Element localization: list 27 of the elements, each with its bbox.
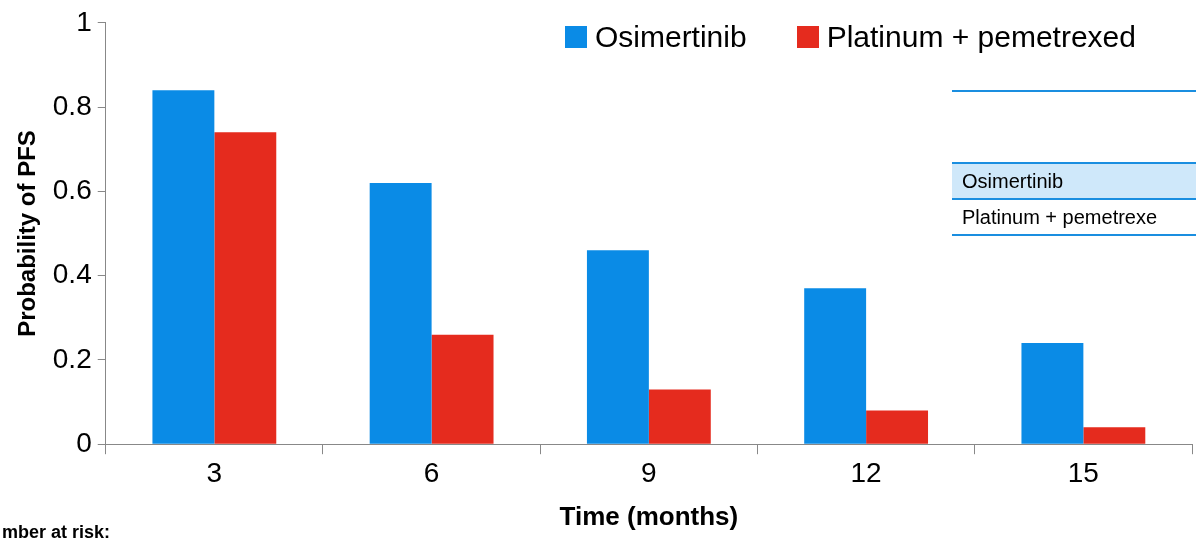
y-tick-label: 1 xyxy=(76,5,92,37)
x-tick-label: 6 xyxy=(423,456,440,488)
bar xyxy=(866,410,929,444)
bar xyxy=(369,182,432,444)
x-tick-label: 12 xyxy=(850,456,882,488)
legend-label: Platinum + pemetrexed xyxy=(826,20,1136,54)
bar xyxy=(214,132,277,444)
bar xyxy=(1021,343,1084,444)
x-axis-title: Time (months) xyxy=(559,500,739,531)
x-tick-label: 9 xyxy=(641,456,657,488)
bar xyxy=(586,250,649,444)
bar xyxy=(804,288,867,444)
bar xyxy=(431,334,494,444)
x-tick-label: 15 xyxy=(1067,456,1099,488)
y-tick-label: 0.2 xyxy=(52,342,92,374)
text: mber at risk: xyxy=(2,522,111,543)
x-tick-label: 3 xyxy=(206,456,223,488)
bar xyxy=(1083,427,1146,444)
bar xyxy=(152,90,215,444)
y-tick-label: 0.4 xyxy=(52,258,92,290)
y-axis-title: Probability of PFS xyxy=(13,130,41,337)
y-tick-label: 0.8 xyxy=(52,89,92,121)
annotation: Platinum + pemetrexe xyxy=(952,198,1196,236)
y-tick-label: 0 xyxy=(76,426,92,458)
y-tick-label: 0.6 xyxy=(52,174,92,206)
legend-label: Osimertinib xyxy=(594,20,747,54)
bar xyxy=(648,389,711,444)
